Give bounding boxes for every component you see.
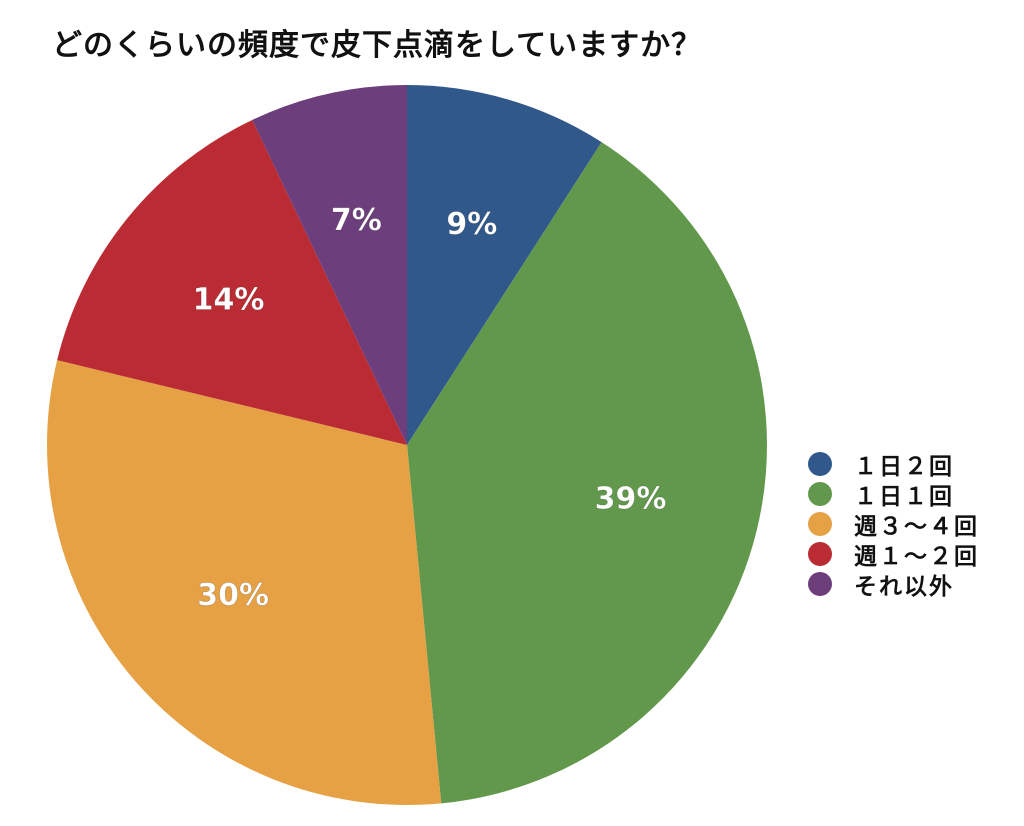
slice-data-label: 30% bbox=[197, 578, 269, 613]
pie-slice bbox=[407, 85, 602, 445]
legend-swatch bbox=[808, 452, 832, 476]
legend-item: 週１～２回 bbox=[808, 539, 979, 570]
legend-label: それ以外 bbox=[854, 574, 954, 600]
pie-slice bbox=[57, 119, 408, 446]
pie-slice bbox=[252, 85, 407, 445]
legend-label: １日２回 bbox=[854, 454, 954, 480]
slice-data-label: 7% bbox=[331, 203, 382, 238]
legend-item: １日１回 bbox=[808, 479, 979, 510]
pie-slice bbox=[407, 142, 767, 804]
legend-label: １日１回 bbox=[854, 484, 954, 510]
slice-data-label: 39% bbox=[595, 482, 667, 517]
legend-swatch bbox=[808, 542, 832, 566]
legend-item: それ以外 bbox=[808, 569, 979, 600]
legend-label: 週１～２回 bbox=[854, 544, 979, 570]
slice-data-label: 14% bbox=[193, 282, 265, 317]
chart-title: どのくらいの頻度で皮下点滴をしていますか？ bbox=[52, 28, 703, 63]
legend-item: １日２回 bbox=[808, 449, 979, 480]
slice-data-label: 9% bbox=[446, 207, 497, 242]
legend-swatch bbox=[808, 512, 832, 536]
pie-slice bbox=[46, 360, 442, 805]
legend-swatch bbox=[808, 572, 832, 596]
legend-swatch bbox=[808, 482, 832, 506]
legend-item: 週３～４回 bbox=[808, 509, 979, 540]
legend: １日２回 １日１回 週３～４回 週１～２回 それ以外 bbox=[808, 449, 979, 600]
legend-label: 週３～４回 bbox=[854, 514, 979, 540]
